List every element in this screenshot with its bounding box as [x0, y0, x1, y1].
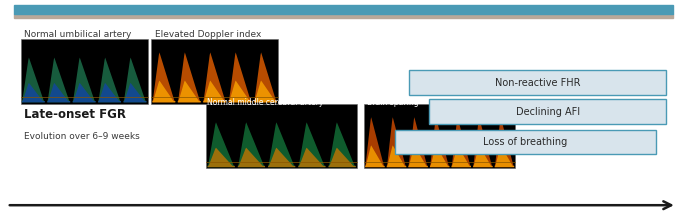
Polygon shape [229, 52, 251, 102]
Polygon shape [153, 52, 175, 102]
Text: Declining AFI: Declining AFI [516, 107, 580, 117]
Text: Late-onset FGR: Late-onset FGR [24, 108, 126, 121]
Polygon shape [203, 81, 226, 102]
Bar [395, 130, 656, 154]
Polygon shape [98, 83, 121, 102]
Polygon shape [22, 57, 45, 102]
Polygon shape [268, 148, 295, 167]
Bar [21, 39, 148, 104]
Polygon shape [328, 122, 356, 167]
Polygon shape [73, 57, 95, 102]
Polygon shape [178, 52, 201, 102]
Polygon shape [430, 145, 449, 167]
Polygon shape [328, 148, 356, 167]
Polygon shape [365, 117, 385, 167]
Text: Loss of breathing: Loss of breathing [484, 137, 567, 147]
Polygon shape [73, 83, 95, 102]
Polygon shape [47, 57, 70, 102]
Polygon shape [495, 117, 514, 167]
Polygon shape [268, 122, 295, 167]
Polygon shape [98, 57, 121, 102]
Text: 'Brain sparing': 'Brain sparing' [365, 98, 421, 107]
Polygon shape [451, 117, 471, 167]
Polygon shape [254, 81, 277, 102]
Polygon shape [254, 52, 277, 102]
Polygon shape [473, 145, 493, 167]
Bar [429, 99, 666, 124]
Polygon shape [451, 145, 471, 167]
Polygon shape [124, 57, 146, 102]
Polygon shape [153, 81, 175, 102]
Polygon shape [473, 117, 493, 167]
Polygon shape [203, 52, 226, 102]
Text: Normal middle cerebral artery: Normal middle cerebral artery [207, 98, 324, 107]
Bar [14, 14, 673, 18]
Bar [206, 104, 357, 168]
Polygon shape [47, 83, 70, 102]
Polygon shape [387, 117, 406, 167]
Polygon shape [207, 122, 235, 167]
Polygon shape [495, 145, 514, 167]
Polygon shape [22, 83, 45, 102]
Polygon shape [408, 145, 428, 167]
Bar [409, 70, 666, 95]
Polygon shape [298, 148, 326, 167]
Polygon shape [365, 145, 385, 167]
Polygon shape [229, 81, 251, 102]
Polygon shape [408, 117, 428, 167]
Text: Evolution over 6–9 weeks: Evolution over 6–9 weeks [24, 132, 139, 141]
Polygon shape [387, 145, 406, 167]
Polygon shape [124, 83, 146, 102]
Text: Non-reactive FHR: Non-reactive FHR [495, 78, 581, 88]
Bar [14, 5, 673, 14]
Polygon shape [207, 148, 235, 167]
Polygon shape [430, 117, 449, 167]
Polygon shape [298, 122, 326, 167]
Bar [151, 39, 278, 104]
Polygon shape [238, 148, 265, 167]
Text: Normal umbilical artery: Normal umbilical artery [24, 30, 131, 39]
Polygon shape [178, 81, 201, 102]
Polygon shape [238, 122, 265, 167]
Text: Elevated Doppler index: Elevated Doppler index [155, 30, 261, 39]
Bar [364, 104, 515, 168]
